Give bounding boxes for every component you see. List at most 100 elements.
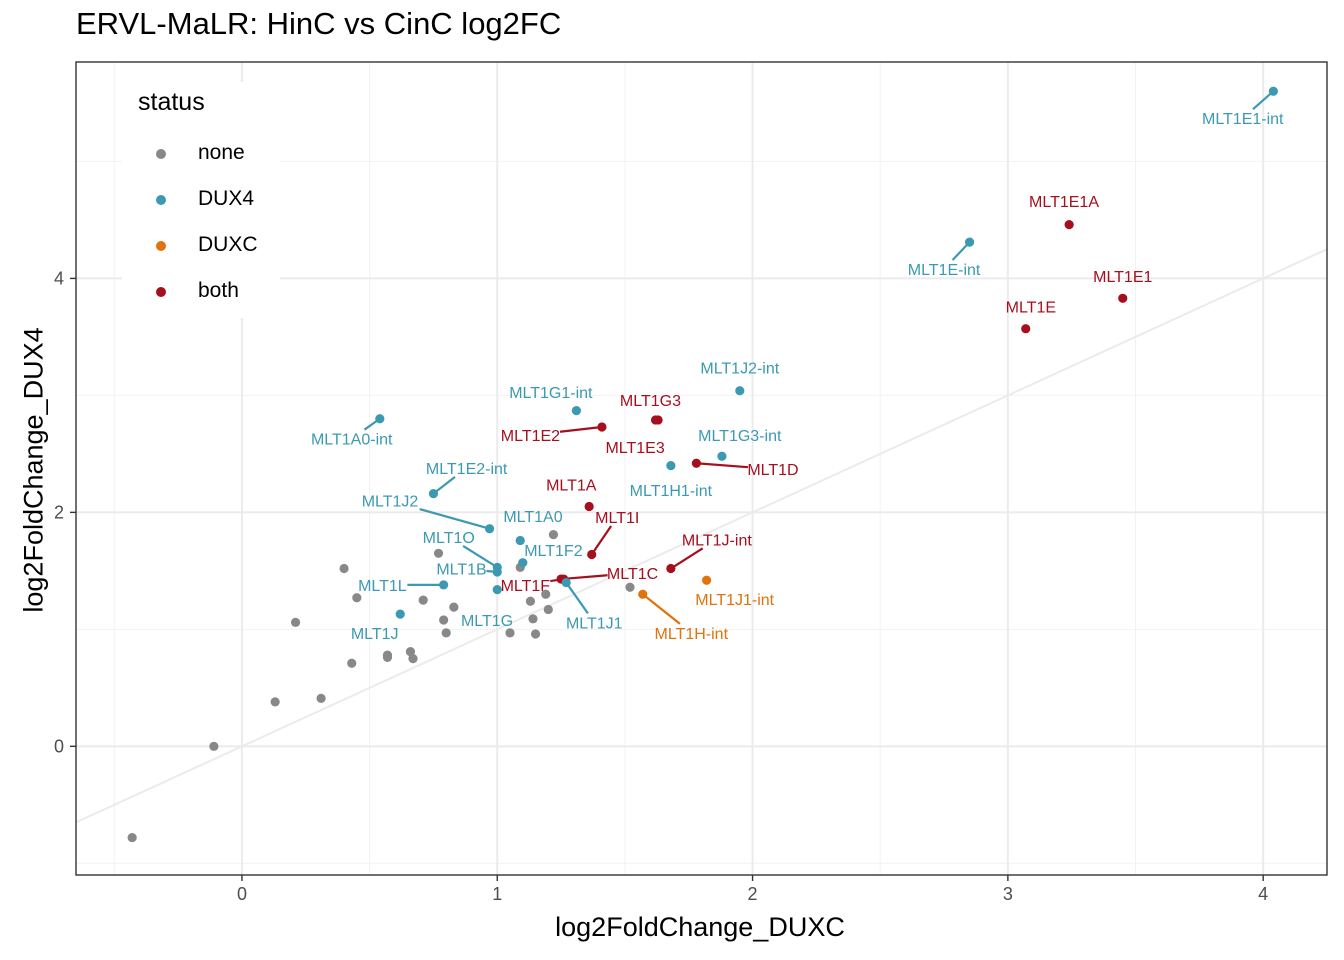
data-point (405, 646, 416, 657)
data-point (638, 589, 648, 599)
data-point (352, 593, 362, 603)
label-connector (419, 507, 490, 530)
point-label: MLT1A (546, 477, 597, 494)
point-label: MLT1O (423, 530, 475, 547)
data-point (382, 652, 393, 663)
legend-item-duxc: DUXC (122, 226, 280, 266)
x-tick-label: 4 (1258, 884, 1268, 904)
data-point (492, 567, 502, 577)
legend-title: status (138, 88, 205, 116)
label-connector (642, 593, 681, 625)
data-point (625, 582, 635, 592)
point-label: MLT1D (747, 462, 798, 479)
data-point (548, 529, 559, 540)
data-point (484, 524, 495, 534)
label-connector (670, 547, 704, 570)
x-axis-ticks: 0 1 2 3 4 (237, 875, 1268, 904)
point-label: MLT1C (607, 566, 658, 583)
x-tick-label: 0 (237, 884, 247, 904)
y-tick-label: 2 (54, 502, 64, 522)
x-tick-label: 2 (748, 884, 758, 904)
point-label: MLT1F (501, 578, 551, 595)
data-point (515, 535, 525, 546)
point-label: MLT1L (358, 578, 407, 595)
data-point (584, 501, 594, 512)
legend-item-none: none (122, 134, 280, 174)
plot-panel-bg (76, 62, 1327, 875)
data-point (543, 604, 553, 615)
data-point (1268, 86, 1278, 96)
data-point (441, 628, 451, 638)
data-point (666, 460, 676, 471)
point-label: MLT1J1-int (695, 592, 774, 609)
chart-title: ERVL-MaLR: HinC vs CinC log2FC (76, 6, 562, 41)
legend-key-duxc (156, 241, 166, 251)
data-point (525, 596, 536, 606)
label-connector (559, 425, 603, 433)
point-label: MLT1H1-int (630, 483, 713, 500)
data-point (127, 832, 137, 843)
legend-label-duxc: DUXC (198, 233, 258, 256)
legend-label-both: both (198, 279, 239, 302)
point-label: MLT1G3 (620, 393, 681, 410)
data-point (561, 577, 571, 588)
point-label: MLT1E1 (1093, 269, 1152, 286)
data-point (433, 548, 444, 558)
label-connectors (363, 90, 1275, 625)
x-tick-label: 1 (492, 884, 502, 904)
point-label: MLT1J1 (566, 615, 623, 632)
y-tick-label: 0 (54, 736, 64, 756)
data-point (209, 741, 219, 751)
point-label: MLT1J2 (362, 494, 419, 511)
data-point (270, 697, 280, 707)
point-label: MLT1G (461, 613, 513, 630)
data-point (571, 405, 582, 416)
point-label: MLT1E1-int (1202, 111, 1284, 128)
label-connector (565, 581, 589, 614)
data-point (1064, 220, 1074, 230)
data-point (439, 580, 449, 590)
legend-key-both (156, 287, 166, 297)
data-point (449, 602, 459, 612)
data-point (597, 422, 607, 432)
data-point (702, 575, 712, 585)
point-label: MLT1J-int (682, 532, 752, 549)
data-point (666, 563, 676, 574)
y-axis-ticks: 0 2 4 (54, 268, 76, 756)
label-connector (590, 525, 613, 556)
data-point (964, 237, 975, 247)
data-point (528, 614, 538, 624)
data-point (316, 693, 326, 703)
data-point (428, 489, 439, 499)
legend-item-both: both (122, 272, 280, 312)
point-label: MLT1E1A (1029, 194, 1099, 211)
legend-label-dux4: DUX4 (198, 187, 255, 210)
x-axis-title: log2FoldChange_DUXC (555, 912, 845, 942)
grid-minor (76, 62, 1327, 875)
point-label: MLT1A0-int (311, 432, 393, 449)
point-label: MLT1E (1006, 299, 1056, 316)
grid-major (76, 62, 1327, 875)
data-point (375, 414, 385, 424)
data-points (127, 86, 1278, 843)
point-label: MLT1E2-int (426, 461, 508, 478)
data-point (541, 589, 551, 599)
legend: status none DUX4 DUXC both (122, 82, 280, 318)
y-axis-title: log2FoldChange_DUX4 (18, 327, 49, 613)
data-point (691, 458, 701, 468)
point-labels: MLT1E1-int MLT1E-int MLT1E1A MLT1E1 MLT1E MLT… (311, 111, 1284, 643)
legend-item-dux4: DUX4 (122, 180, 280, 220)
point-label: MLT1H-int (655, 626, 729, 643)
y-tick-label: 4 (54, 268, 64, 288)
data-point (492, 584, 502, 595)
data-point (339, 563, 349, 574)
point-label: MLT1F2 (524, 543, 582, 560)
reference-line (75, 248, 1328, 824)
label-connector (696, 462, 749, 469)
point-label: MLT1G1-int (509, 385, 593, 402)
point-label: MLT1B (436, 562, 486, 579)
point-label: MLT1E2 (501, 428, 560, 445)
point-label: MLT1E3 (605, 440, 664, 457)
data-point (1021, 324, 1031, 334)
